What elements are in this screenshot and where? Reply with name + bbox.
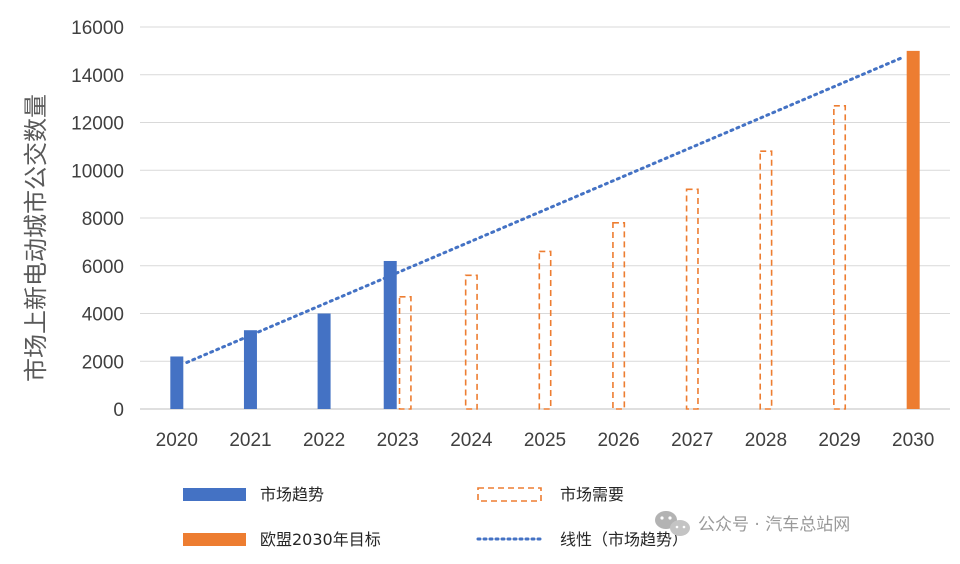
y-tick-label-12000: 12000 — [71, 114, 124, 135]
bar-market-trend-2021 — [243, 330, 257, 409]
legend-label-market-trend: 市场趋势 — [260, 485, 324, 504]
wechat-icon — [655, 511, 690, 536]
trend-line-linear-market-trend — [185, 56, 903, 364]
x-tick-label-2022: 2022 — [303, 430, 345, 451]
y-tick-label-2000: 2000 — [82, 352, 124, 373]
watermark: 公众号 · 汽车总站网 — [655, 511, 850, 536]
x-tick-label-2023: 2023 — [377, 430, 419, 451]
y-tick-label-6000: 6000 — [82, 257, 124, 278]
watermark-text: 公众号 · 汽车总站网 — [698, 515, 850, 535]
y-tick-label-14000: 14000 — [71, 66, 124, 87]
bar-market-trend-2020 — [170, 356, 184, 409]
x-tick-label-2027: 2027 — [671, 430, 713, 451]
legend-swatch-market-trend — [183, 488, 246, 501]
x-tick-label-2020: 2020 — [156, 430, 198, 451]
bar-market-demand-2023 — [398, 295, 412, 410]
bar-market-demand-2024 — [464, 274, 478, 410]
x-tick-label-2029: 2029 — [818, 430, 860, 451]
legend-label-market-demand: 市场需要 — [560, 485, 624, 504]
bar-market-demand-2025 — [538, 250, 552, 410]
y-axis-ticks: 0 2000 4000 6000 8000 10000 12000 14000 16000 — [71, 18, 124, 421]
bar-eu-target-2030 — [906, 50, 920, 409]
y-tick-label-10000: 10000 — [71, 161, 124, 182]
legend-swatch-eu-2030-target — [183, 533, 246, 546]
y-tick-label-8000: 8000 — [82, 209, 124, 230]
y-tick-label-4000: 4000 — [82, 305, 124, 326]
x-tick-label-2024: 2024 — [450, 430, 493, 451]
trend-line — [185, 56, 903, 364]
x-tick-label-2028: 2028 — [745, 430, 787, 451]
x-tick-label-2026: 2026 — [597, 430, 639, 451]
legend-swatch-market-demand — [477, 487, 542, 502]
bar-market-trend-2022 — [317, 313, 331, 409]
bars — [170, 50, 920, 410]
y-tick-label-16000: 16000 — [71, 18, 124, 39]
legend: 市场趋势 市场需要 欧盟2030年目标 线性（市场趋势） — [183, 485, 688, 549]
legend-label-linear-trend: 线性（市场趋势） — [560, 530, 688, 549]
bar-market-demand-2027 — [685, 188, 699, 410]
x-axis-ticks: 2020 2021 2022 2023 2024 2025 2026 2027 2028 2029… — [156, 430, 935, 451]
y-axis-label: 市场上新电动城市公交数量 — [22, 94, 50, 382]
y-tick-label-0: 0 — [113, 400, 124, 421]
bar-market-demand-2026 — [612, 221, 626, 410]
bar-market-demand-2029 — [833, 104, 847, 410]
gridlines — [140, 26, 950, 410]
bar-market-demand-2028 — [759, 150, 773, 410]
legend-label-eu-2030-target: 欧盟2030年目标 — [260, 530, 381, 549]
x-tick-label-2030: 2030 — [892, 430, 934, 451]
bar-market-trend-2023 — [383, 260, 397, 409]
x-tick-label-2025: 2025 — [524, 430, 566, 451]
x-tick-label-2021: 2021 — [229, 430, 271, 451]
